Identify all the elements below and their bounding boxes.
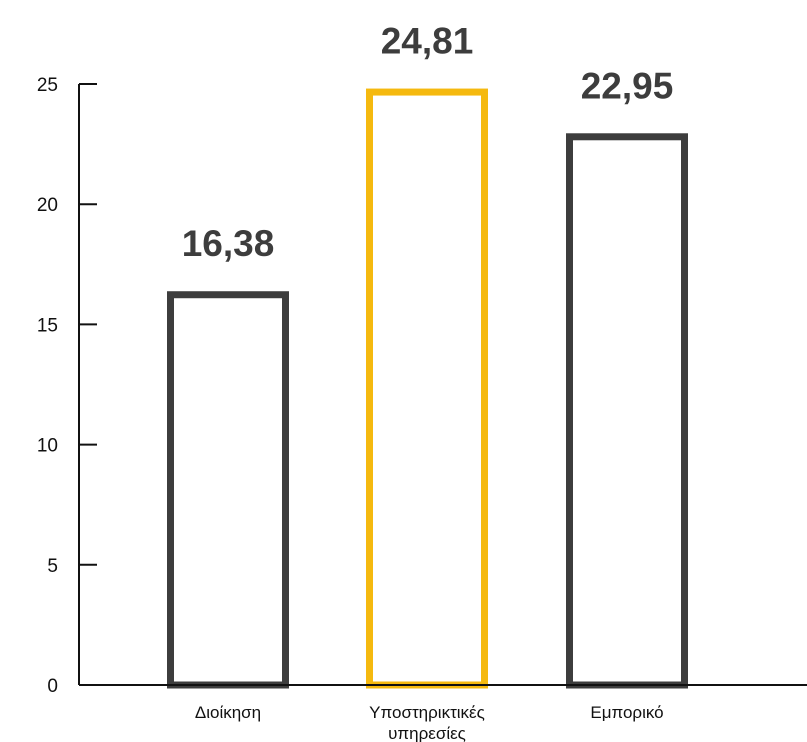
x-axis: Διοίκηση Υποστηρικτικές υπηρεσίες Εμπορικό	[79, 684, 807, 742]
y-axis: 0 5 10 15 20 25	[37, 75, 97, 697]
y-tick-label: 5	[47, 556, 58, 577]
x-tick-label: υπηρεσίες	[388, 724, 466, 742]
y-tick-label: 20	[37, 195, 58, 216]
y-tick-label: 15	[37, 315, 58, 336]
bar	[566, 133, 688, 689]
y-tick-label: 0	[47, 676, 58, 697]
y-tick-label: 10	[37, 436, 58, 457]
x-tick-label: Διοίκηση	[195, 703, 261, 722]
data-label: 16,38	[182, 223, 275, 264]
data-label: 22,95	[581, 65, 674, 106]
bar	[167, 291, 289, 689]
x-tick-label: Υποστηρικτικές	[369, 703, 485, 722]
data-label: 24,81	[381, 21, 474, 62]
x-tick-label: Εμπορικό	[590, 703, 663, 722]
bar	[366, 88, 488, 689]
y-tick-label: 25	[37, 75, 58, 96]
bars: 16,38 24,81 22,95	[167, 21, 688, 689]
